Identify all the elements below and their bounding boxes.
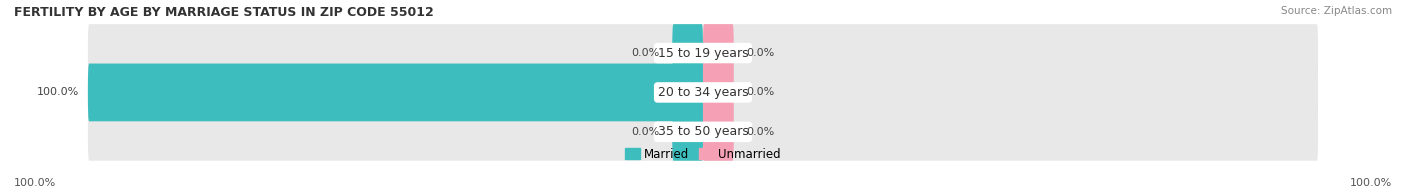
Text: FERTILITY BY AGE BY MARRIAGE STATUS IN ZIP CODE 55012: FERTILITY BY AGE BY MARRIAGE STATUS IN Z…: [14, 6, 434, 19]
Text: 0.0%: 0.0%: [631, 127, 659, 137]
Text: 15 to 19 years: 15 to 19 years: [658, 46, 748, 60]
FancyBboxPatch shape: [87, 103, 1319, 161]
Text: 100.0%: 100.0%: [14, 178, 56, 188]
FancyBboxPatch shape: [87, 24, 1319, 82]
FancyBboxPatch shape: [87, 64, 1319, 121]
FancyBboxPatch shape: [703, 64, 734, 121]
Text: 0.0%: 0.0%: [631, 48, 659, 58]
Legend: Married, Unmarried: Married, Unmarried: [620, 143, 786, 165]
Text: 35 to 50 years: 35 to 50 years: [658, 125, 748, 138]
Text: 20 to 34 years: 20 to 34 years: [658, 86, 748, 99]
Text: 0.0%: 0.0%: [747, 87, 775, 97]
FancyBboxPatch shape: [703, 24, 734, 82]
Text: 100.0%: 100.0%: [37, 87, 79, 97]
Text: Source: ZipAtlas.com: Source: ZipAtlas.com: [1281, 6, 1392, 16]
FancyBboxPatch shape: [703, 103, 734, 161]
Text: 0.0%: 0.0%: [747, 127, 775, 137]
Text: 100.0%: 100.0%: [1350, 178, 1392, 188]
FancyBboxPatch shape: [672, 103, 703, 161]
FancyBboxPatch shape: [672, 24, 703, 82]
Text: 0.0%: 0.0%: [747, 48, 775, 58]
FancyBboxPatch shape: [87, 64, 703, 121]
